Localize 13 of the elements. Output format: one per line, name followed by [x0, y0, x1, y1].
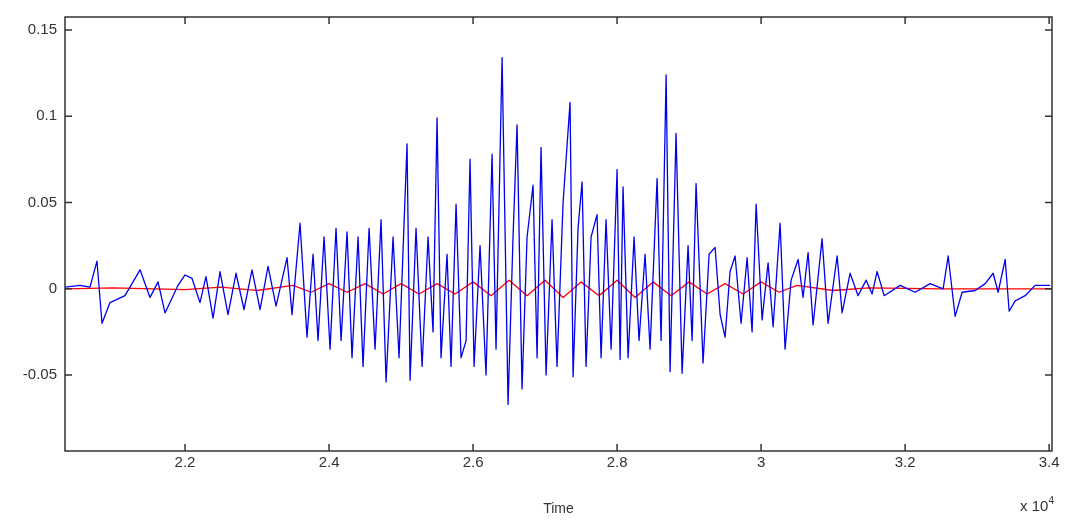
- x-tick-label: 3: [756, 453, 766, 471]
- x-axis-title: Time: [543, 500, 575, 517]
- x-tick-label: 2.4: [318, 453, 340, 471]
- x-tick-label: 2.2: [174, 453, 196, 471]
- x-tick-label: 2.6: [462, 453, 484, 471]
- y-tick-label: 0.15: [27, 20, 57, 38]
- x-tick-label: 3.4: [1038, 453, 1060, 471]
- x-tick-label: 3.2: [894, 453, 916, 471]
- x-tick-label: 2.8: [606, 453, 628, 471]
- y-tick-label: 0: [48, 278, 57, 296]
- y-tick-label: -0.05: [22, 365, 57, 383]
- y-tick-label: 0.05: [27, 192, 57, 210]
- y-tick-label: 0.1: [36, 106, 57, 124]
